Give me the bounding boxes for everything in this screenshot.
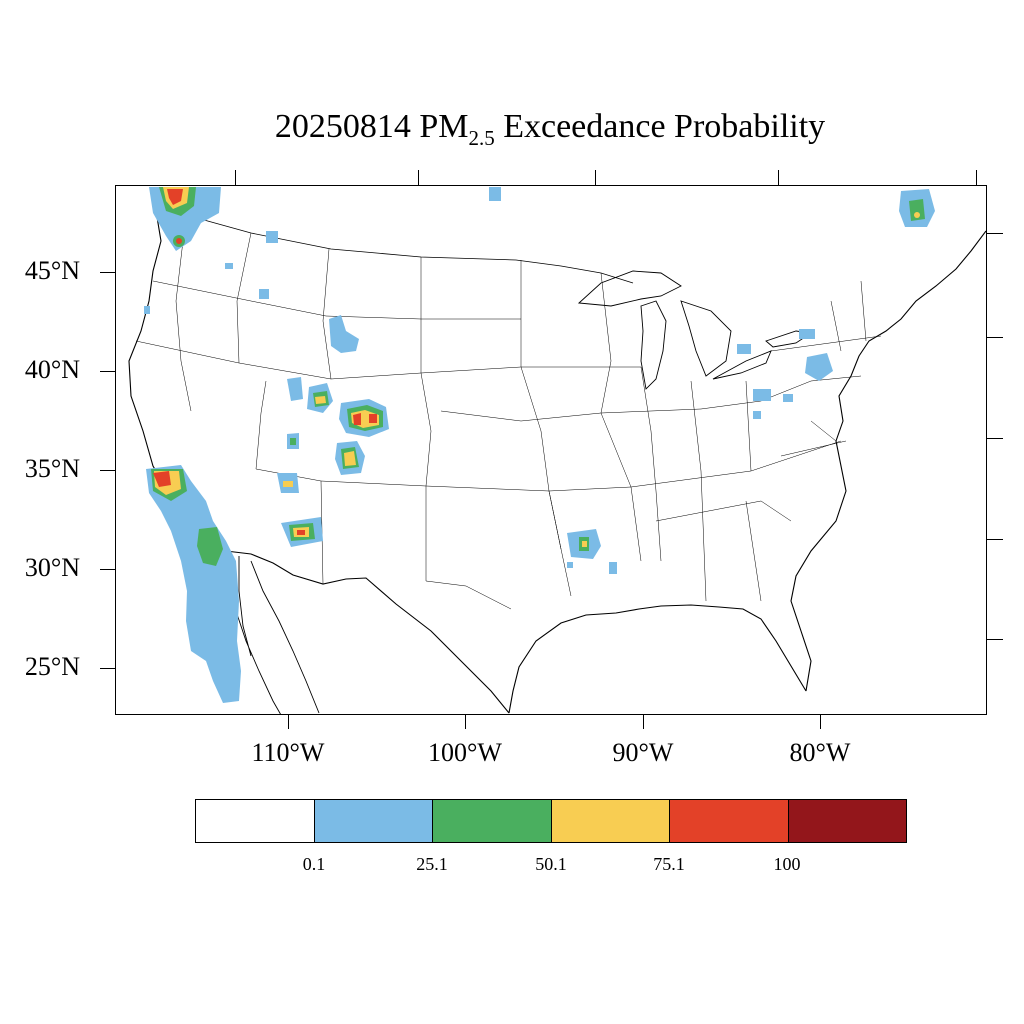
plume-wyoming — [329, 315, 359, 353]
right-tick — [987, 639, 1003, 640]
plume-small — [567, 562, 573, 568]
top-tick — [778, 170, 779, 185]
plume-michigan — [737, 344, 751, 354]
bottom-tick — [820, 715, 821, 729]
colorbar-swatch — [314, 800, 433, 842]
colorbar-label: 0.1 — [302, 854, 326, 874]
state-borders — [135, 214, 882, 610]
plume-utah-north — [287, 377, 303, 401]
plume-small — [609, 562, 617, 574]
colorbar — [195, 799, 907, 843]
plume-small — [225, 263, 233, 269]
colorbar-label: 25.1 — [416, 854, 448, 874]
plume-new-york — [799, 329, 815, 339]
title-pm: PM — [419, 108, 469, 145]
lon-label-80w: 80°W — [789, 738, 851, 767]
title-date: 20250814 — [274, 108, 411, 145]
bottom-tick — [465, 715, 466, 729]
canada-border — [185, 214, 634, 284]
plume-colorado-south-yellow — [344, 451, 356, 466]
left-tick — [100, 371, 115, 372]
plume-colorado-nw-yellow — [315, 396, 326, 404]
plume-small — [753, 411, 761, 419]
plume-arkansas-yellow — [582, 541, 587, 547]
lat-label-40n: 40°N — [24, 355, 80, 384]
lake-superior — [577, 270, 682, 307]
plume-arizona-north-yellow — [283, 481, 293, 487]
top-tick — [595, 170, 596, 185]
plume-baja-green — [197, 527, 223, 566]
colorbar-label: 50.1 — [535, 854, 567, 874]
colorbar-swatch — [433, 800, 552, 842]
colorbar-swatch — [196, 800, 315, 842]
plume-utah-central-green — [290, 438, 296, 445]
colorbar-swatch — [551, 800, 670, 842]
plume-arizona-south-red — [297, 530, 305, 535]
colorbar-swatch — [670, 800, 789, 842]
plume-pennsylvania — [805, 353, 833, 381]
left-tick — [100, 569, 115, 570]
plume-washington-red — [167, 189, 183, 205]
us-coastline — [128, 186, 986, 714]
plume-ohio — [753, 389, 771, 401]
lon-label-100w: 100°W — [428, 738, 502, 767]
lat-label-30n: 30°N — [24, 553, 80, 582]
plume-california-south — [146, 465, 241, 703]
lat-label-25n: 25°N — [24, 652, 80, 681]
left-tick — [100, 668, 115, 669]
plume-small — [266, 231, 278, 243]
colorbar-swatch — [788, 800, 906, 842]
title-subscript: 2.5 — [468, 125, 495, 150]
lon-label-110w: 110°W — [251, 738, 325, 767]
chart-title: 20250814 PM2.5 Exceedance Probability — [0, 108, 1024, 151]
top-tick — [235, 170, 236, 185]
left-tick — [100, 272, 115, 273]
plume-colorado-central-red2 — [369, 414, 377, 423]
title-rest: Exceedance Probability — [503, 108, 826, 145]
lat-label-45n: 45°N — [24, 256, 80, 285]
us-map — [128, 186, 986, 714]
bottom-tick — [643, 715, 644, 729]
right-tick — [987, 438, 1003, 439]
mexico-coastline — [250, 560, 320, 714]
lake-huron — [680, 300, 732, 377]
plume-small — [489, 187, 501, 201]
plume-small — [144, 306, 150, 314]
top-tick — [976, 170, 977, 185]
bottom-tick — [288, 715, 289, 729]
left-tick — [100, 470, 115, 471]
lon-label-90w: 90°W — [612, 738, 674, 767]
right-tick — [987, 233, 1003, 234]
top-tick — [418, 170, 419, 185]
plume-quebec-yellow — [914, 212, 920, 218]
right-tick — [987, 539, 1003, 540]
map-panel — [115, 185, 987, 715]
plume-washington-south-core — [176, 238, 182, 244]
lake-michigan — [640, 300, 667, 390]
plume-california-red — [153, 471, 171, 487]
plume-small — [783, 394, 793, 402]
lake-erie — [712, 350, 772, 380]
lat-label-35n: 35°N — [24, 454, 80, 483]
colorbar-label: 75.1 — [653, 854, 685, 874]
plume-layer — [144, 187, 935, 703]
plume-small — [259, 289, 269, 299]
colorbar-label: 100 — [773, 854, 801, 874]
plume-quebec-green — [909, 199, 925, 221]
right-tick — [987, 337, 1003, 338]
plume-colorado-central-red — [353, 413, 361, 425]
